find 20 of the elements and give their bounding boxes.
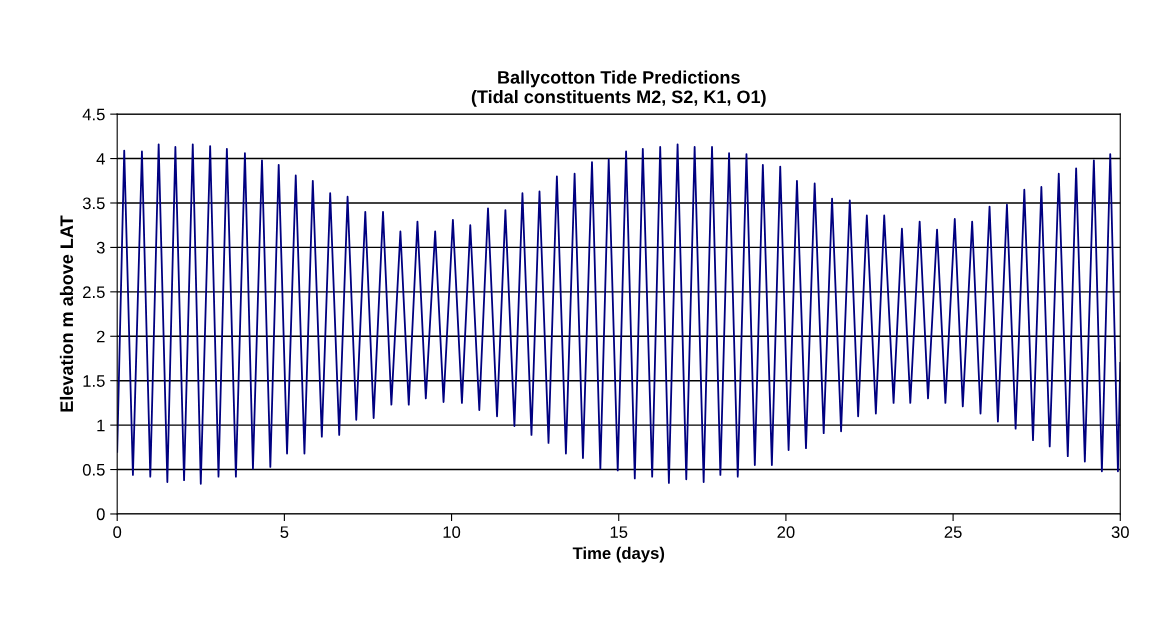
x-tick-label: 15 (610, 526, 628, 539)
x-tick-label: 20 (777, 526, 795, 539)
x-tick-label: 5 (280, 526, 289, 539)
y-tick-label: 4.5 (82, 108, 105, 121)
y-tick-label: 2.5 (83, 286, 105, 299)
y-tick-label: 1.5 (83, 375, 105, 387)
y-tick-label: 1 (97, 419, 105, 432)
y-tick-label: 3 (96, 241, 105, 254)
y-axis-title: Elevation m above LAT (59, 215, 74, 412)
chart-title: Ballycotton Tide Predictions (Tidal constituents M2, S2, K1, O1) (471, 70, 766, 107)
x-axis-title: Time (days) (572, 546, 665, 563)
y-tick-label: 0 (96, 508, 105, 521)
x-tick-label: 25 (944, 526, 962, 539)
y-tick-label: 4 (96, 153, 105, 165)
x-tick-label: 30 (1111, 526, 1129, 539)
y-tick-label: 2 (96, 330, 105, 343)
y-tick-label: 3.5 (82, 197, 105, 210)
x-tick-label: 0 (113, 526, 122, 539)
x-tick-label: 10 (443, 526, 461, 539)
y-tick-label: 0.5 (82, 463, 105, 476)
